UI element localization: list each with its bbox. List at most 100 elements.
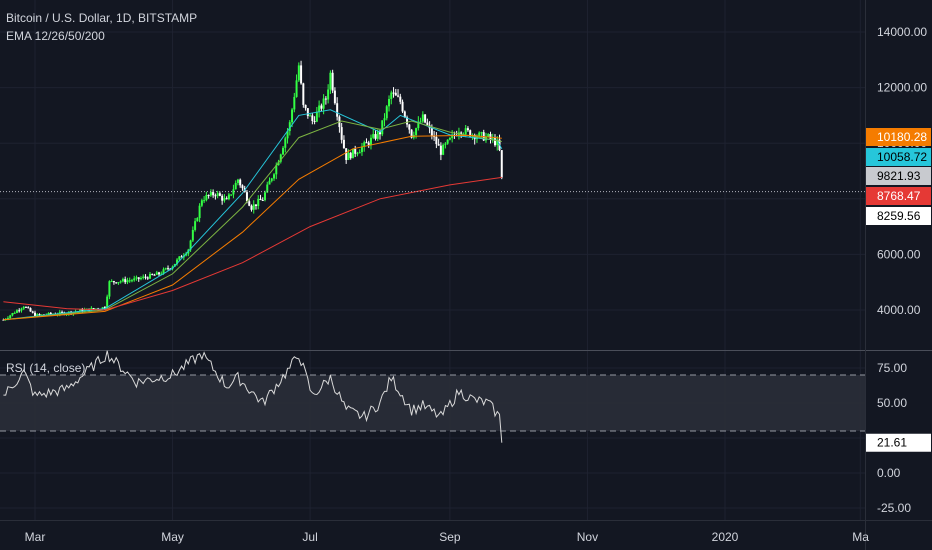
candle-body	[345, 148, 348, 161]
candle-body	[142, 276, 145, 279]
price-tag-label: 10180.28	[877, 130, 927, 144]
candle-body	[158, 272, 161, 275]
candle-body	[92, 308, 95, 310]
candle-body	[232, 189, 235, 195]
candle-body	[340, 127, 343, 140]
candle-body	[239, 179, 242, 186]
price-tag	[866, 167, 931, 185]
time-axis-tick-label: Nov	[577, 530, 598, 544]
candle-body	[135, 277, 138, 279]
candle-body	[311, 115, 314, 121]
candle-body	[351, 148, 354, 159]
candle-body	[304, 104, 307, 109]
candle-body	[24, 306, 27, 308]
candle-body	[451, 134, 454, 138]
candle-body	[363, 142, 366, 147]
candle-body	[115, 282, 118, 284]
rsi-axis-tick-label: 50.00	[877, 396, 907, 410]
price-tag	[866, 148, 931, 166]
candle-body	[234, 182, 237, 190]
candle-body	[286, 131, 289, 139]
price-axis-tick-label: 14000.00	[877, 25, 927, 39]
candle-body	[356, 153, 359, 155]
candle-body	[257, 198, 260, 206]
candle-body	[313, 120, 316, 122]
candle-body	[284, 138, 287, 148]
candle-body	[221, 195, 224, 201]
candle-body	[112, 281, 115, 283]
candle-body	[126, 280, 129, 283]
candle-body	[424, 114, 427, 123]
candle-body	[18, 310, 21, 312]
candle-body	[374, 134, 377, 139]
candle-body	[250, 205, 253, 210]
candle-body	[149, 273, 151, 279]
candle-body	[293, 96, 296, 110]
candle-body	[108, 281, 111, 297]
candle-body	[130, 280, 133, 282]
candle-body	[61, 311, 64, 313]
candle-body	[282, 147, 285, 155]
candle-body	[410, 129, 413, 138]
candle-body	[185, 253, 188, 256]
candle-body	[180, 256, 183, 258]
candle-body	[358, 152, 361, 154]
ema-26-line	[3, 120, 502, 321]
candle-body	[309, 115, 312, 117]
candle-body	[133, 278, 136, 281]
ema-50-line	[3, 134, 502, 321]
price-tag	[866, 187, 931, 205]
candle-body	[29, 308, 32, 312]
candle-body	[315, 111, 318, 122]
candle-body	[20, 308, 23, 311]
candle-body	[160, 273, 163, 275]
price-tag-label: 8768.47	[877, 189, 921, 203]
candle-body	[320, 105, 323, 109]
candle-body	[79, 309, 82, 312]
candle-body	[433, 136, 436, 138]
candle-body	[209, 191, 212, 196]
candle-body	[261, 200, 264, 202]
rsi-axis-tick-label: -25.00	[877, 501, 911, 515]
candle-body	[302, 83, 305, 105]
candle-body	[196, 218, 199, 222]
candle-body	[300, 65, 303, 84]
candle-body	[119, 281, 122, 283]
candle-body	[397, 95, 400, 97]
candle-body	[275, 165, 278, 175]
candle-body	[478, 132, 481, 137]
candle-body	[365, 142, 368, 144]
candle-body	[137, 277, 140, 280]
candle-body	[124, 279, 127, 283]
candle-body	[324, 98, 327, 100]
candle-body	[437, 144, 440, 146]
candle-body	[392, 92, 395, 94]
candle-body	[38, 314, 41, 316]
candle-body	[198, 205, 201, 219]
candle-body	[369, 137, 372, 146]
candle-body	[291, 109, 294, 123]
candle-body	[216, 193, 219, 196]
candle-body	[487, 134, 490, 137]
price-axis-tick-label: 4000.00	[877, 303, 921, 317]
candle-body	[218, 193, 221, 196]
time-axis-tick-label: Ma	[852, 530, 869, 544]
candle-body	[117, 282, 120, 284]
candle-body	[442, 144, 445, 155]
time-axis-tick-label: Mar	[25, 530, 46, 544]
candle-body	[500, 150, 503, 178]
candle-body	[288, 122, 291, 132]
time-axis-tick-label: 2020	[712, 530, 739, 544]
candle-body	[460, 132, 463, 135]
candle-body	[139, 278, 142, 280]
candle-body	[194, 221, 197, 230]
rsi-value-label: 21.61	[877, 436, 907, 450]
candle-body	[248, 201, 251, 206]
candle-body	[264, 192, 266, 201]
candle-body	[47, 312, 50, 315]
candle-body	[376, 131, 379, 139]
candle-body	[144, 276, 147, 278]
candle-body	[254, 204, 257, 206]
candle-body	[415, 128, 418, 136]
